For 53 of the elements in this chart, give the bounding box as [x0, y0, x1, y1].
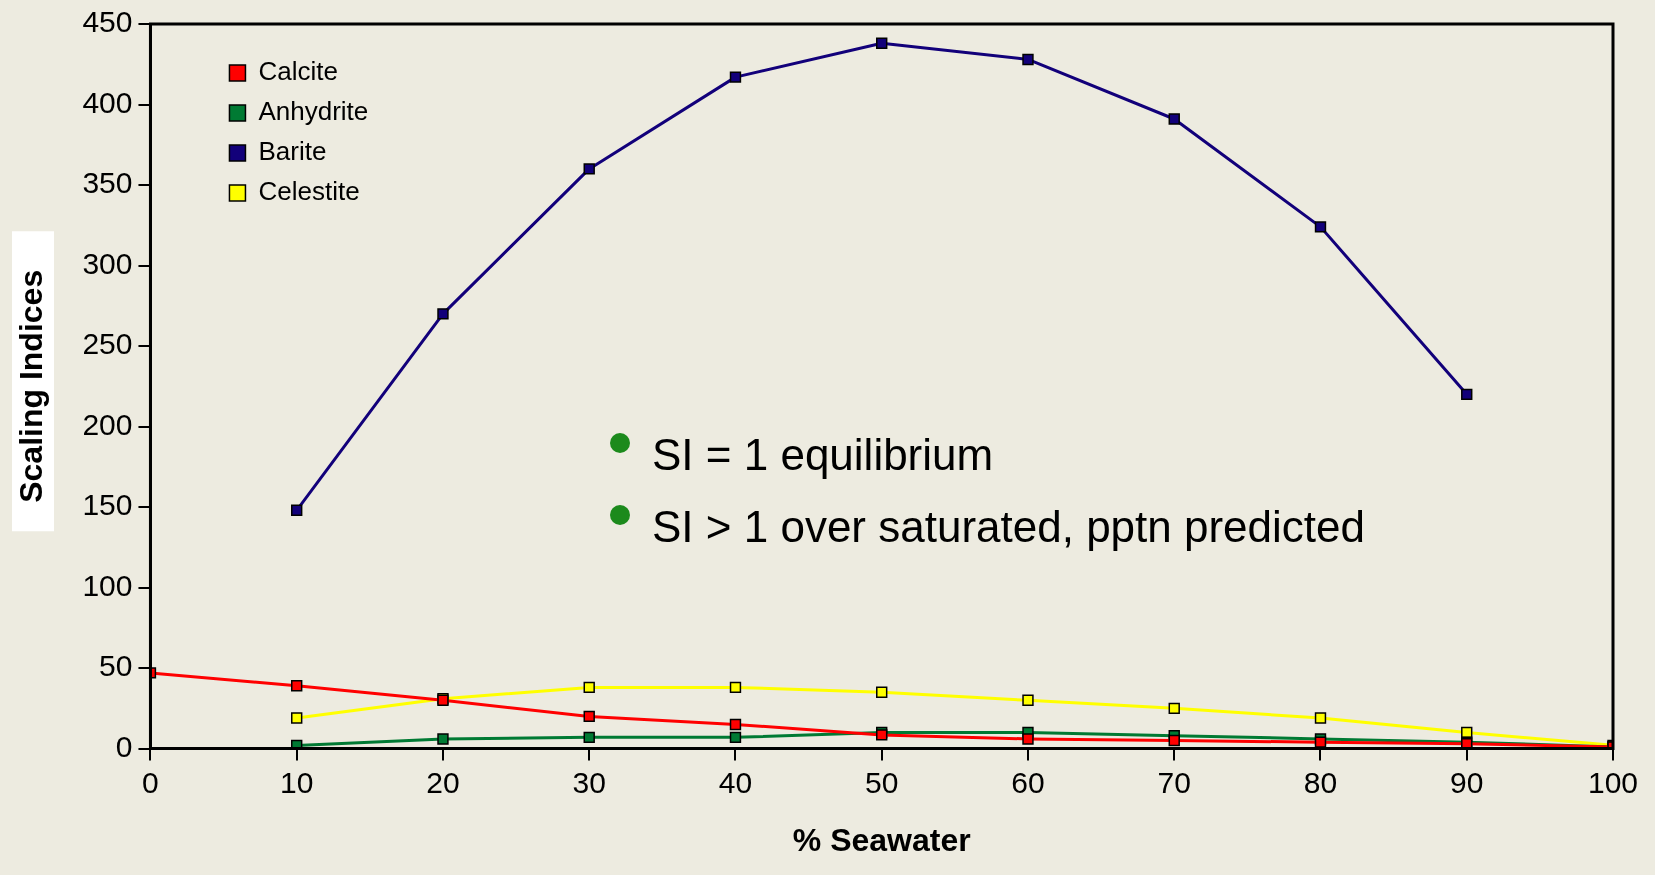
- y-tick-label: 200: [82, 407, 133, 441]
- point: [729, 731, 742, 744]
- point: [437, 308, 449, 320]
- point: [1022, 694, 1034, 706]
- annotation: SI > 1 over saturated, pptn predicted: [652, 502, 1366, 552]
- x-axis-title: % Seawater: [792, 821, 971, 858]
- point: [291, 504, 303, 516]
- point: [729, 71, 742, 83]
- y-tick-label: 350: [82, 166, 133, 200]
- legend-label: Anhydrite: [258, 96, 369, 127]
- y-axis-title: Scaling Indices: [13, 269, 50, 503]
- y-tick-label: 0: [115, 729, 133, 763]
- x-tick-label: 50: [865, 765, 899, 799]
- point: [437, 733, 449, 745]
- point: [1168, 702, 1180, 715]
- x-tick-label: 20: [426, 765, 460, 799]
- point: [876, 37, 888, 50]
- y-tick-label: 250: [82, 327, 133, 361]
- point: [1168, 734, 1180, 747]
- point: [1168, 113, 1180, 125]
- y-tick-label: 50: [99, 649, 133, 683]
- x-tick-label: 70: [1157, 765, 1191, 799]
- point: [583, 163, 595, 175]
- point: [729, 681, 742, 694]
- x-tick-label: 100: [1587, 765, 1639, 799]
- x-tick-label: 90: [1450, 765, 1484, 799]
- legend-label: Celestite: [258, 176, 360, 207]
- point: [583, 681, 595, 694]
- x-tick-label: 30: [572, 765, 606, 799]
- y-tick-label: 450: [82, 5, 133, 39]
- point: [1461, 388, 1473, 401]
- point: [876, 686, 888, 698]
- point: [291, 712, 303, 724]
- point: [1022, 733, 1034, 745]
- legend-label: Barite: [258, 136, 327, 167]
- x-tick-label: 80: [1303, 765, 1338, 799]
- point: [1314, 221, 1327, 233]
- x-tick-label: 10: [280, 765, 314, 799]
- point: [291, 680, 303, 692]
- point: [583, 731, 595, 744]
- y-tick-label: 400: [82, 85, 133, 119]
- y-tick-label: 150: [82, 488, 133, 522]
- point: [1022, 53, 1034, 66]
- y-tick-label: 100: [82, 568, 133, 602]
- annotation: SI = 1 equilibrium: [652, 430, 994, 480]
- x-tick-label: 0: [142, 765, 159, 799]
- y-tick-label: 300: [82, 246, 133, 280]
- point: [1314, 712, 1327, 724]
- point: [729, 718, 742, 731]
- point: [583, 710, 595, 723]
- x-tick-label: 60: [1011, 765, 1045, 799]
- legend-label: Calcite: [258, 56, 338, 87]
- x-tick-label: 40: [718, 765, 753, 799]
